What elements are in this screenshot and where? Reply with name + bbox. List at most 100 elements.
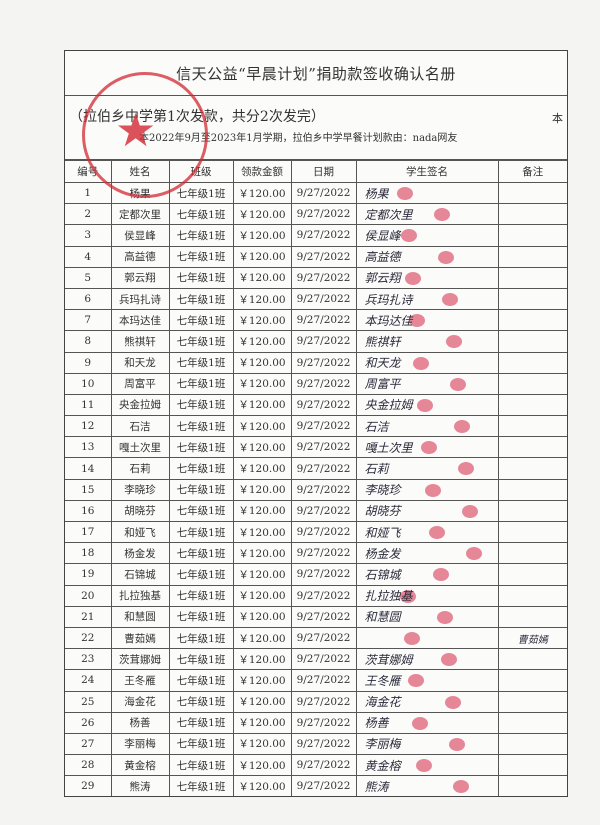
cell-amount: ￥120.00 — [232, 605, 292, 628]
cell-name: 李丽梅 — [110, 732, 170, 756]
cell-note — [497, 309, 567, 332]
table-row: 2 定都次里 七年级1班 ￥120.00 9/27/2022 定都次里 — [65, 203, 567, 226]
cell-no: 11 — [65, 393, 112, 417]
cell-name: 和娅飞 — [110, 520, 170, 544]
header-date: 日期 — [290, 160, 357, 183]
cell-amount: ￥120.00 — [232, 436, 292, 459]
cell-note — [497, 605, 567, 628]
handwritten-signature: 和娅飞 — [364, 525, 401, 540]
cell-amount: ￥120.00 — [232, 499, 292, 523]
cell-no: 28 — [65, 754, 112, 777]
cell-signature: 茨茸娜姆 — [355, 648, 499, 671]
cell-signature: 扎拉独基 — [355, 584, 499, 607]
cell-no: 26 — [65, 711, 112, 734]
cell-date: 9/27/2022 — [290, 648, 357, 671]
cell-class: 七年级1班 — [168, 626, 234, 650]
cell-note — [497, 542, 567, 565]
cell-note — [497, 563, 567, 586]
cell-no: 23 — [65, 648, 112, 671]
subtitle: （拉伯乡中学第1次发款，共分2次发完） — [69, 109, 325, 125]
cell-amount: ￥120.00 — [232, 775, 292, 797]
cell-date: 9/27/2022 — [290, 711, 357, 734]
cell-date: 9/27/2022 — [290, 775, 357, 797]
cell-date: 9/27/2022 — [290, 754, 357, 777]
cell-class: 七年级1班 — [168, 499, 234, 523]
cell-signature: 杨善 — [355, 711, 499, 734]
handwritten-signature: 和慧圆 — [364, 610, 401, 625]
cell-signature: 胡晓芬 — [355, 499, 499, 523]
fingerprint-mark — [436, 610, 453, 624]
handwritten-signature: 侯显峰 — [364, 228, 401, 243]
fingerprint-mark — [445, 335, 462, 349]
fingerprint-mark — [424, 483, 441, 497]
cell-amount: ￥120.00 — [232, 287, 292, 311]
cell-note — [497, 393, 567, 417]
cell-signature: 李丽梅 — [355, 732, 499, 756]
cell-date: 9/27/2022 — [290, 732, 357, 756]
cell-class: 七年级1班 — [168, 520, 234, 544]
cell-class: 七年级1班 — [168, 203, 234, 226]
cell-no: 3 — [65, 224, 112, 247]
cell-date: 9/27/2022 — [290, 542, 357, 565]
cell-signature: 高益德 — [355, 245, 499, 268]
fingerprint-mark — [428, 526, 445, 539]
cell-no: 20 — [65, 584, 112, 607]
header-amount: 领款金额 — [232, 160, 292, 183]
cell-class: 七年级1班 — [168, 415, 234, 438]
table-row: 21 和慧圆 七年级1班 ￥120.00 9/27/2022 和慧圆 — [65, 605, 567, 628]
cell-amount: ￥120.00 — [232, 181, 292, 205]
cell-name: 兵玛扎诗 — [110, 287, 170, 311]
cell-note — [497, 775, 567, 797]
header-note: 备注 — [497, 160, 567, 183]
cell-date: 9/27/2022 — [290, 266, 357, 289]
cell-signature: 本玛达佳 — [355, 309, 499, 332]
fingerprint-mark — [452, 780, 469, 794]
cell-name: 王冬雁 — [110, 669, 170, 692]
fingerprint-mark — [404, 271, 421, 285]
fingerprint-mark — [412, 356, 429, 370]
cell-date: 9/27/2022 — [290, 563, 357, 586]
cell-no: 15 — [65, 478, 112, 501]
fingerprint-mark — [420, 441, 437, 455]
cell-class: 七年级1班 — [168, 478, 234, 501]
fingerprint-mark — [440, 653, 457, 667]
subtitle-right: 本 — [552, 112, 563, 125]
cell-date: 9/27/2022 — [290, 224, 357, 247]
table-row: 10 周富平 七年级1班 ￥120.00 9/27/2022 周富平 — [65, 372, 567, 395]
cell-name: 石锦城 — [110, 563, 170, 586]
cell-no: 22 — [65, 626, 112, 650]
cell-no: 16 — [65, 499, 112, 523]
fingerprint-mark — [415, 759, 432, 773]
table-row: 1 杨果 七年级1班 ￥120.00 9/27/2022 杨果 — [65, 181, 567, 205]
cell-signature: 侯显峰 — [355, 224, 499, 247]
handwritten-signature: 郭云翔 — [364, 271, 401, 286]
table-row: 19 石锦城 七年级1班 ￥120.00 9/27/2022 石锦城 — [65, 563, 567, 586]
cell-note — [497, 436, 567, 459]
cell-date: 9/27/2022 — [290, 626, 357, 650]
handwritten-signature: 定都次里 — [364, 207, 413, 222]
header-class: 班级 — [168, 160, 234, 183]
cell-date: 9/27/2022 — [290, 436, 357, 459]
cell-no: 29 — [65, 775, 112, 797]
cell-date: 9/27/2022 — [290, 520, 357, 544]
cell-signature: 海金花 — [355, 690, 499, 713]
cell-note — [497, 181, 567, 205]
table-row: 13 嘎土次里 七年级1班 ￥120.00 9/27/2022 嘎土次里 — [65, 436, 567, 459]
cell-no: 7 — [65, 309, 112, 332]
cell-no: 4 — [65, 245, 112, 268]
table-row: 27 李丽梅 七年级1班 ￥120.00 9/27/2022 李丽梅 — [65, 732, 567, 756]
table-row: 9 和天龙 七年级1班 ￥120.00 9/27/2022 和天龙 — [65, 351, 567, 374]
cell-name: 李晓珍 — [110, 478, 170, 501]
table-row: 6 兵玛扎诗 七年级1班 ￥120.00 9/27/2022 兵玛扎诗 — [65, 287, 567, 311]
handwritten-signature: 海金花 — [364, 695, 401, 710]
cell-name: 熊祺轩 — [110, 330, 170, 353]
cell-name: 茨茸娜姆 — [110, 648, 170, 671]
cell-name: 杨金发 — [110, 542, 170, 565]
header-no: 编号 — [65, 160, 112, 183]
fingerprint-mark — [465, 547, 482, 561]
cell-class: 七年级1班 — [168, 393, 234, 417]
cell-class: 七年级1班 — [168, 224, 234, 247]
table-row: 14 石莉 七年级1班 ￥120.00 9/27/2022 石莉 — [65, 457, 567, 480]
cell-note — [497, 224, 567, 247]
header-name: 姓名 — [110, 160, 170, 183]
